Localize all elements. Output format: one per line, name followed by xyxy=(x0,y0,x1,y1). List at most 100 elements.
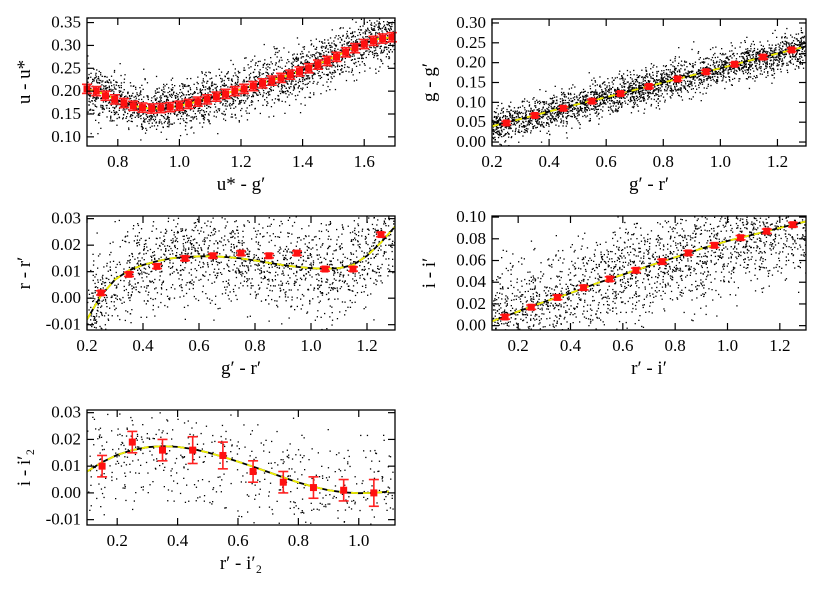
scatter-point xyxy=(499,117,501,119)
scatter-point xyxy=(612,111,614,113)
scatter-point xyxy=(388,57,390,60)
scatter-point xyxy=(355,40,357,42)
scatter-point xyxy=(279,66,281,68)
scatter-point xyxy=(545,113,548,115)
scatter-point xyxy=(773,77,775,79)
scatter-point xyxy=(785,53,787,55)
scatter-point xyxy=(543,103,545,106)
scatter-point xyxy=(271,63,273,65)
scatter-point xyxy=(518,124,521,127)
scatter-point xyxy=(97,97,99,99)
scatter-point xyxy=(295,98,297,101)
scatter-point xyxy=(203,111,206,113)
scatter-point xyxy=(128,98,130,100)
scatter-point xyxy=(769,66,771,68)
scatter-point xyxy=(652,77,654,80)
scatter-point xyxy=(368,51,370,53)
scatter-point xyxy=(599,84,601,86)
scatter-point xyxy=(550,103,552,105)
scatter-point xyxy=(594,107,596,109)
scatter-point xyxy=(647,91,649,93)
scatter-point xyxy=(386,31,388,33)
scatter-point xyxy=(698,78,701,80)
scatter-point xyxy=(763,71,765,73)
scatter-point xyxy=(801,52,803,55)
scatter-point xyxy=(657,79,660,81)
scatter-point xyxy=(297,64,300,66)
scatter-point xyxy=(621,106,623,108)
scatter-point xyxy=(162,101,164,104)
scatter-point xyxy=(618,73,620,75)
scatter-point xyxy=(327,42,330,44)
scatter-point xyxy=(138,98,140,101)
scatter-point xyxy=(801,44,803,46)
scatter-point xyxy=(92,109,94,111)
scatter-point xyxy=(258,73,260,75)
scatter-point xyxy=(306,86,308,88)
scatter-point xyxy=(582,88,585,91)
scatter-point xyxy=(498,120,500,122)
scatter-point xyxy=(129,96,131,98)
scatter-point xyxy=(100,127,102,129)
scatter-point xyxy=(750,64,753,66)
scatter-point xyxy=(508,136,510,138)
scatter-point xyxy=(734,47,736,49)
scatter-point xyxy=(265,75,268,77)
scatter-point xyxy=(662,80,664,82)
scatter-point xyxy=(307,61,309,63)
scatter-point xyxy=(129,116,131,118)
scatter-point xyxy=(278,59,281,61)
scatter-point xyxy=(518,111,520,113)
scatter-point xyxy=(784,36,786,39)
scatter-point xyxy=(667,69,669,71)
scatter-point xyxy=(601,116,603,118)
scatter-point xyxy=(765,67,767,69)
scatter-point xyxy=(184,96,186,98)
scatter-point xyxy=(596,103,598,105)
scatter-point xyxy=(248,67,250,69)
scatter-point xyxy=(267,63,269,65)
scatter-point xyxy=(154,95,156,97)
scatter-point xyxy=(513,117,515,119)
scatter-point xyxy=(302,63,305,65)
scatter-point xyxy=(677,92,679,94)
scatter-point xyxy=(716,80,718,83)
scatter-point xyxy=(243,67,245,69)
scatter-point xyxy=(680,68,682,70)
scatter-point xyxy=(712,60,714,62)
scatter-point xyxy=(213,115,215,117)
scatter-point xyxy=(131,114,133,116)
scatter-point xyxy=(609,113,611,115)
scatter-point xyxy=(373,46,375,49)
scatter-point xyxy=(119,94,121,97)
scatter-point xyxy=(365,56,367,59)
scatter-point xyxy=(235,106,237,108)
scatter-point xyxy=(741,70,744,72)
scatter-point xyxy=(773,56,775,58)
scatter-point xyxy=(701,81,703,83)
scatter-point xyxy=(686,85,689,87)
scatter-point xyxy=(674,69,677,71)
scatter-point xyxy=(210,84,213,86)
scatter-point xyxy=(159,96,161,98)
scatter-point xyxy=(537,101,539,103)
scatter-point xyxy=(117,113,119,116)
scatter-point xyxy=(219,74,221,77)
scatter-point xyxy=(282,90,284,93)
scatter-point xyxy=(500,126,502,128)
scatter-point xyxy=(88,100,90,102)
scatter-point xyxy=(308,51,310,53)
scatter-point xyxy=(615,93,617,95)
scatter-point xyxy=(679,89,681,91)
scatter-point xyxy=(534,100,536,103)
scatter-point xyxy=(128,95,131,97)
scatter-point xyxy=(182,108,184,110)
scatter-point xyxy=(290,83,292,85)
scatter-point xyxy=(500,112,502,114)
scatter-point xyxy=(346,42,348,44)
scatter-point xyxy=(641,90,643,92)
scatter-point xyxy=(352,31,354,33)
scatter-point xyxy=(501,102,503,105)
scatter-point xyxy=(329,72,331,74)
scatter-point xyxy=(352,52,354,55)
